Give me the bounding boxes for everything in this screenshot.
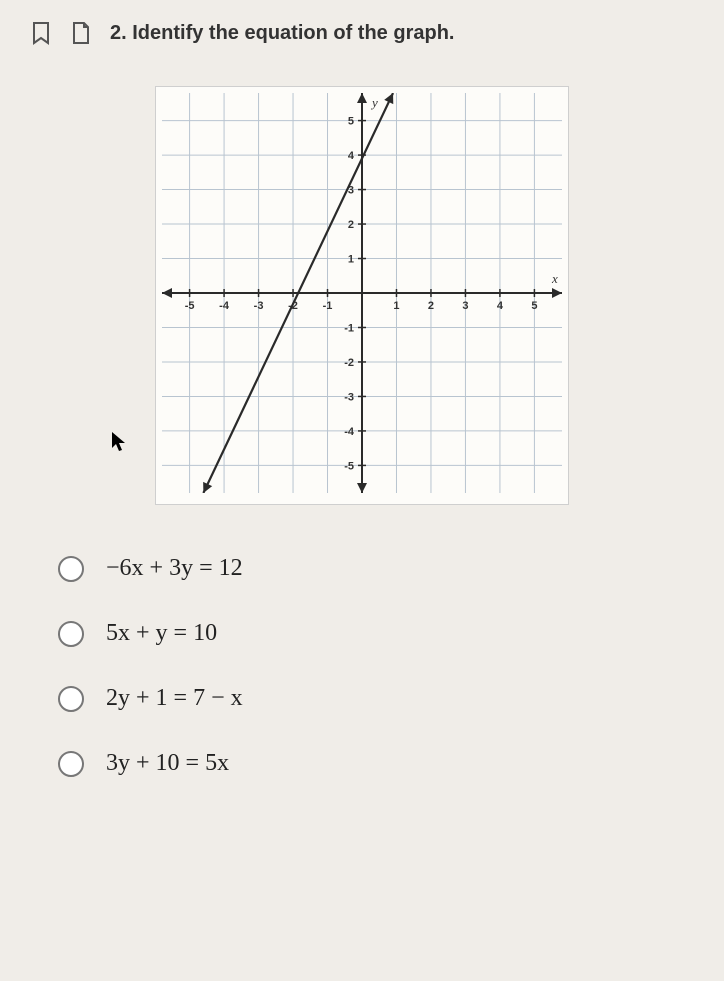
chart-container: -5-4-3-2-112345-5-4-3-2-112345xy <box>30 86 694 505</box>
svg-text:-4: -4 <box>344 426 355 438</box>
radio-d[interactable] <box>58 751 84 777</box>
question-header: 2. Identify the equation of the graph. <box>30 20 694 46</box>
note-icon[interactable] <box>70 20 92 46</box>
radio-c[interactable] <box>58 686 84 712</box>
svg-text:5: 5 <box>531 300 537 312</box>
question-prompt: 2. Identify the equation of the graph. <box>110 22 454 45</box>
svg-text:2: 2 <box>428 300 434 312</box>
option-b-label: 5x + y = 10 <box>106 620 217 647</box>
svg-text:-5: -5 <box>344 460 354 472</box>
svg-text:x: x <box>551 271 558 286</box>
svg-text:-3: -3 <box>254 300 264 312</box>
radio-b[interactable] <box>58 621 84 647</box>
svg-text:3: 3 <box>462 300 468 312</box>
bookmark-icon[interactable] <box>30 20 52 46</box>
question-text-body: Identify the equation of the graph. <box>132 22 454 44</box>
option-b[interactable]: 5x + y = 10 <box>58 620 694 647</box>
svg-text:-2: -2 <box>344 357 354 369</box>
option-a-label: −6x + 3y = 12 <box>106 555 243 582</box>
svg-text:-3: -3 <box>344 391 354 403</box>
svg-text:4: 4 <box>497 300 504 312</box>
svg-text:-4: -4 <box>219 300 230 312</box>
answer-options: −6x + 3y = 12 5x + y = 10 2y + 1 = 7 − x… <box>30 555 694 777</box>
option-d[interactable]: 3y + 10 = 5x <box>58 750 694 777</box>
svg-text:y: y <box>370 95 378 110</box>
option-c[interactable]: 2y + 1 = 7 − x <box>58 685 694 712</box>
svg-text:-1: -1 <box>344 322 354 334</box>
svg-text:1: 1 <box>348 254 354 266</box>
svg-text:5: 5 <box>348 116 354 128</box>
svg-text:2: 2 <box>348 219 354 231</box>
option-c-label: 2y + 1 = 7 − x <box>106 685 243 712</box>
option-d-label: 3y + 10 = 5x <box>106 750 229 777</box>
radio-a[interactable] <box>58 556 84 582</box>
option-a[interactable]: −6x + 3y = 12 <box>58 555 694 582</box>
svg-text:-5: -5 <box>185 300 195 312</box>
svg-text:4: 4 <box>348 150 355 162</box>
cursor-icon <box>110 430 128 458</box>
question-number: 2. <box>110 22 127 44</box>
svg-text:1: 1 <box>393 300 399 312</box>
svg-text:-1: -1 <box>323 300 333 312</box>
coordinate-graph: -5-4-3-2-112345-5-4-3-2-112345xy <box>155 86 569 505</box>
